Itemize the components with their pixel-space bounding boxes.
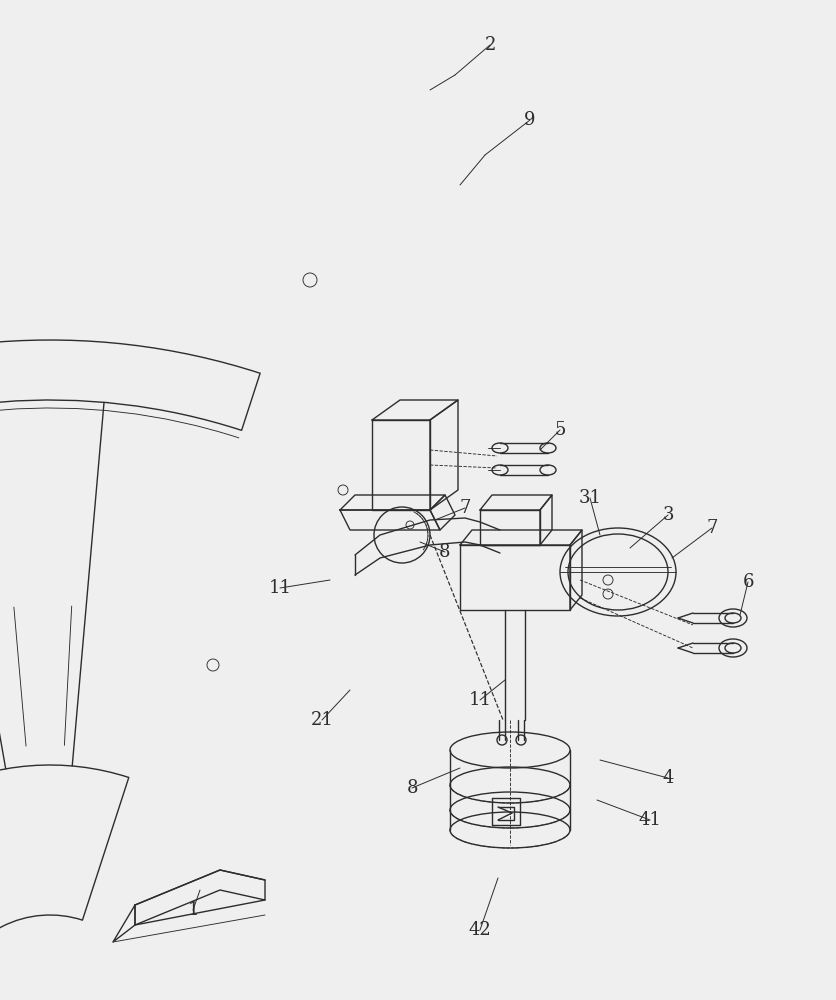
Text: 5: 5 xyxy=(554,421,566,439)
Text: 8: 8 xyxy=(406,779,418,797)
Text: 41: 41 xyxy=(639,811,661,829)
Text: 7: 7 xyxy=(706,519,717,537)
Text: 31: 31 xyxy=(579,489,601,507)
Text: 7: 7 xyxy=(459,499,471,517)
Text: 11: 11 xyxy=(468,691,492,709)
Text: 2: 2 xyxy=(484,36,496,54)
Text: 9: 9 xyxy=(524,111,536,129)
Text: 11: 11 xyxy=(268,579,292,597)
Text: 3: 3 xyxy=(662,506,674,524)
Text: 21: 21 xyxy=(310,711,334,729)
Text: 1: 1 xyxy=(187,901,199,919)
Text: 42: 42 xyxy=(469,921,492,939)
Text: 6: 6 xyxy=(742,573,754,591)
Text: 4: 4 xyxy=(662,769,674,787)
Text: 8: 8 xyxy=(439,543,451,561)
